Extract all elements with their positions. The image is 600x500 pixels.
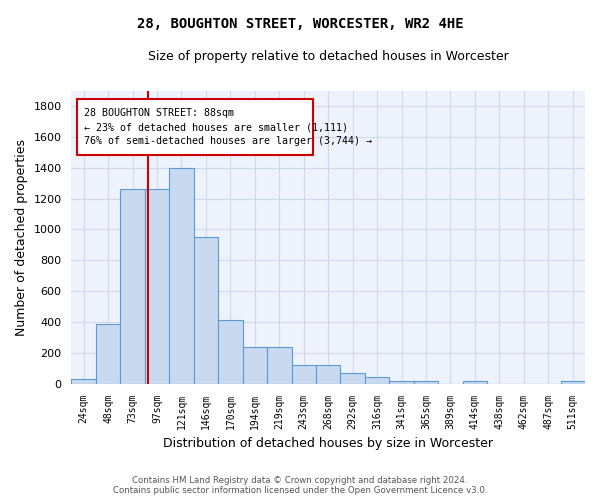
- Bar: [218, 320, 242, 384]
- Text: 28 BOUGHTON STREET: 88sqm
← 23% of detached houses are smaller (1,111)
76% of se: 28 BOUGHTON STREET: 88sqm ← 23% of detac…: [84, 108, 372, 146]
- Bar: [194, 237, 218, 384]
- Bar: [463, 380, 487, 384]
- Y-axis label: Number of detached properties: Number of detached properties: [15, 138, 28, 336]
- Text: Contains HM Land Registry data © Crown copyright and database right 2024.
Contai: Contains HM Land Registry data © Crown c…: [113, 476, 487, 495]
- X-axis label: Distribution of detached houses by size in Worcester: Distribution of detached houses by size …: [163, 437, 493, 450]
- Bar: [145, 190, 169, 384]
- Bar: [414, 380, 438, 384]
- FancyBboxPatch shape: [77, 100, 313, 155]
- Bar: [292, 365, 316, 384]
- Bar: [96, 324, 121, 384]
- Bar: [121, 190, 145, 384]
- Bar: [389, 380, 414, 384]
- Bar: [267, 348, 292, 384]
- Bar: [169, 168, 194, 384]
- Bar: [365, 377, 389, 384]
- Bar: [316, 365, 340, 384]
- Bar: [242, 348, 267, 384]
- Text: 28, BOUGHTON STREET, WORCESTER, WR2 4HE: 28, BOUGHTON STREET, WORCESTER, WR2 4HE: [137, 18, 463, 32]
- Bar: [71, 379, 96, 384]
- Bar: [560, 380, 585, 384]
- Bar: [340, 373, 365, 384]
- Title: Size of property relative to detached houses in Worcester: Size of property relative to detached ho…: [148, 50, 509, 63]
